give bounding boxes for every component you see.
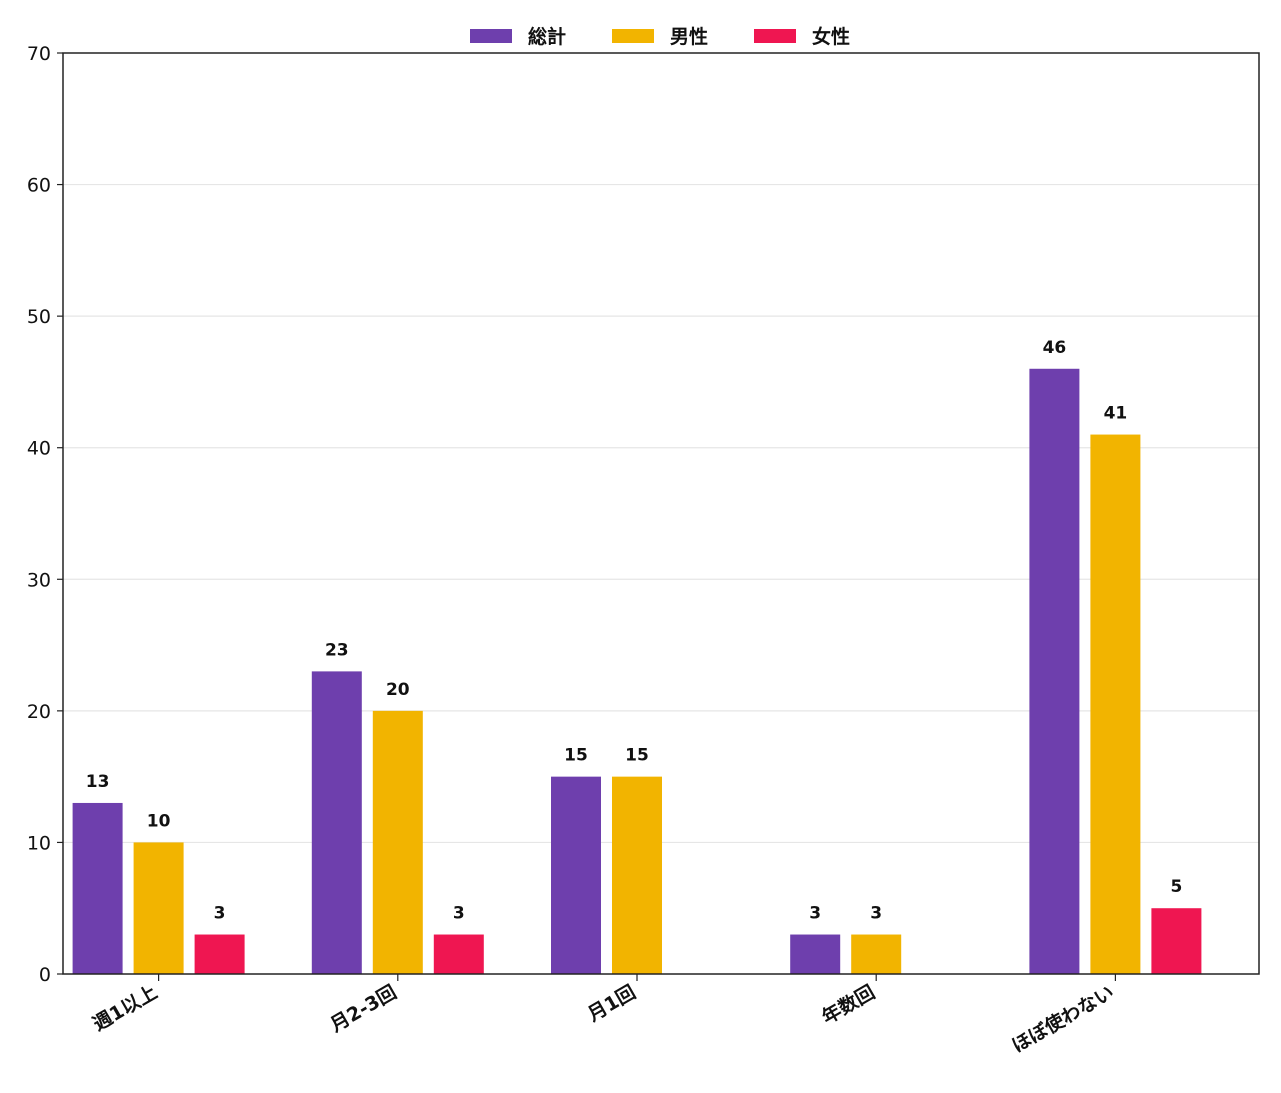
bar-value-label: 10 xyxy=(147,811,171,831)
bar xyxy=(551,776,601,974)
bar-value-label: 15 xyxy=(564,746,588,766)
bar xyxy=(851,934,902,974)
bar-value-label: 20 xyxy=(386,680,410,700)
y-tick-label: 70 xyxy=(27,43,51,65)
bar xyxy=(72,802,123,974)
x-axis: 週1以上 月2-3回 月1回 年数回 ほぼ使わない xyxy=(89,974,1118,1057)
y-tick-label: 30 xyxy=(27,569,51,591)
bar-value-label: 23 xyxy=(325,640,349,660)
legend-label: 男性 xyxy=(670,25,708,48)
bar xyxy=(1151,908,1202,974)
bar-value-label: 15 xyxy=(625,746,649,766)
legend-swatch xyxy=(612,29,654,43)
bar-value-label: 5 xyxy=(1170,877,1182,897)
bar xyxy=(790,934,841,974)
y-tick-label: 40 xyxy=(27,438,51,460)
bar xyxy=(372,710,423,974)
bar xyxy=(1029,368,1080,974)
legend-swatch xyxy=(470,29,512,43)
bar-value-label: 41 xyxy=(1104,404,1128,424)
y-tick-label: 50 xyxy=(27,306,51,328)
y-tick-label: 0 xyxy=(39,964,51,986)
legend-item: 男性 xyxy=(612,25,708,48)
bar xyxy=(612,776,662,974)
x-tick-label: 週1以上 xyxy=(89,981,161,1035)
legend-item: 女性 xyxy=(754,25,850,48)
x-tick-label: 月1回 xyxy=(583,981,639,1026)
y-tick-label: 20 xyxy=(27,701,51,723)
bar-value-label: 3 xyxy=(870,904,882,924)
data-labels: 13 10 3 23 20 3 15 15 3 3 46 41 5 xyxy=(86,338,1183,924)
legend-label: 総計 xyxy=(528,25,566,48)
legend-item: 総計 xyxy=(470,25,566,48)
bar xyxy=(194,934,245,974)
legend-swatch xyxy=(754,29,796,43)
bar xyxy=(1090,434,1141,974)
bar-value-label: 46 xyxy=(1043,338,1067,358)
y-tick-label: 10 xyxy=(27,832,51,854)
bar-value-label: 3 xyxy=(809,904,821,924)
bars xyxy=(72,368,1202,974)
y-axis: 0 10 20 30 40 50 60 70 xyxy=(27,43,63,986)
x-tick-label: ほぼ使わない xyxy=(1008,981,1118,1057)
grid-lines xyxy=(63,183,1259,844)
y-tick-label: 60 xyxy=(27,175,51,197)
x-tick-label: 月2-3回 xyxy=(326,981,401,1037)
plot-frame xyxy=(62,52,1260,975)
bar-value-label: 13 xyxy=(86,772,110,792)
legend: 総計 男性 女性 xyxy=(470,25,850,48)
x-tick-label: 年数回 xyxy=(818,980,879,1028)
bar xyxy=(433,934,484,974)
bar-value-label: 3 xyxy=(453,904,465,924)
bar-value-label: 3 xyxy=(214,904,226,924)
legend-label: 女性 xyxy=(812,25,850,48)
bar xyxy=(133,842,184,974)
bar xyxy=(311,671,362,974)
